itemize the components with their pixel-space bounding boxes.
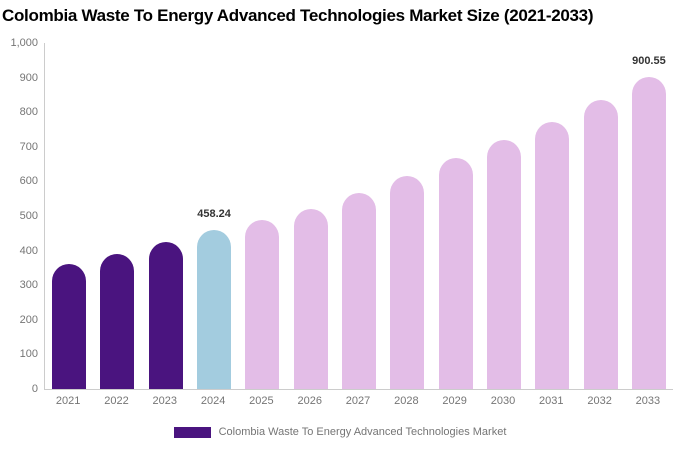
bar-2030 (486, 139, 521, 389)
plot-area: 458.24 900.55 (44, 43, 673, 390)
x-tick-label-2029: 2029 (442, 395, 467, 407)
bar-group-2025 (238, 43, 286, 389)
bar-group-2028 (383, 43, 431, 389)
bar-2032 (583, 100, 618, 389)
bar-value-label-2024: 458.24 (197, 208, 231, 221)
bar-2031 (535, 121, 570, 389)
bars-row: 458.24 900.55 (45, 43, 673, 389)
y-tick-label: 300 (19, 279, 38, 292)
legend: Colombia Waste To Energy Advanced Techno… (0, 426, 680, 439)
bar-2033 (631, 77, 666, 389)
bar-group-2022 (93, 43, 141, 389)
y-tick-label: 900 (19, 71, 38, 84)
bar-group-2033: 900.55 (625, 43, 673, 389)
bar-2026 (293, 208, 328, 389)
bar-group-2023 (142, 43, 190, 389)
x-tick-label-2028: 2028 (394, 395, 419, 407)
x-tick-label-2033: 2033 (635, 395, 661, 407)
bar-group-2032 (576, 43, 624, 389)
x-tick-label-2022: 2022 (104, 395, 129, 407)
y-tick-label: 500 (19, 210, 38, 222)
bar-2029 (438, 158, 473, 389)
bar-group-2026 (287, 43, 335, 389)
bar-group-2031 (528, 43, 576, 389)
bar-2027 (342, 192, 377, 389)
bar-value-label-2033: 900.55 (632, 55, 666, 68)
y-tick-label: 1,000 (10, 37, 38, 49)
bar-2025 (245, 219, 280, 389)
bar-group-2024: 458.24 (190, 43, 238, 389)
x-axis-labels: 2021 2022 2023 2024 2025 2026 2027 2028 2029 2030… (44, 394, 672, 408)
bar-group-2027 (335, 43, 383, 389)
x-tick-label-2030: 2030 (490, 395, 516, 407)
bar-group-2021 (45, 43, 93, 389)
x-tick-label-2023: 2023 (152, 395, 178, 407)
bar-2021 (52, 264, 87, 389)
x-tick-label-2021: 2021 (55, 395, 81, 407)
x-tick-label-2027: 2027 (345, 395, 371, 407)
y-tick-label: 700 (19, 140, 38, 153)
y-tick-label: 800 (19, 106, 38, 119)
bar-2022 (100, 253, 135, 389)
legend-swatch (173, 427, 211, 438)
bar-2024 (197, 230, 232, 389)
y-tick-label: 0 (31, 383, 38, 395)
y-tick-label: 100 (19, 348, 38, 361)
y-tick-label: 400 (19, 244, 38, 257)
bar-group-2029 (432, 43, 480, 389)
x-tick-label-2025: 2025 (249, 395, 274, 407)
bar-group-2030 (480, 43, 528, 389)
y-tick-label: 200 (19, 313, 38, 326)
x-tick-label-2026: 2026 (297, 395, 322, 407)
bar-2028 (390, 175, 425, 389)
chart-title: Colombia Waste To Energy Advanced Techno… (2, 6, 594, 25)
y-tick-label: 600 (19, 175, 38, 188)
legend-label: Colombia Waste To Energy Advanced Techno… (218, 426, 507, 438)
x-tick-label-2032: 2032 (587, 395, 612, 407)
bar-2023 (148, 242, 183, 389)
y-axis: 1,000 900 800 700 600 500 400 300 200 100 0 (0, 37, 38, 395)
x-tick-label-2031: 2031 (539, 395, 564, 407)
x-tick-label-2024: 2024 (200, 395, 226, 407)
